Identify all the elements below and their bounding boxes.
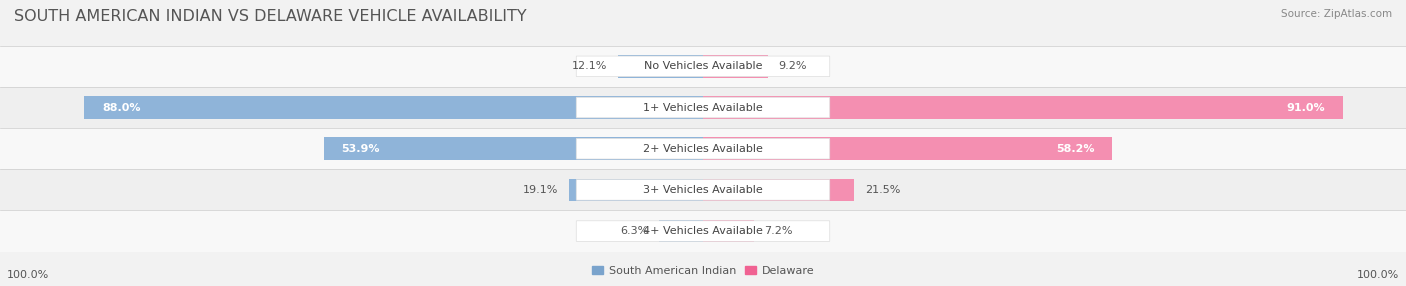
Text: 2+ Vehicles Available: 2+ Vehicles Available <box>643 144 763 154</box>
FancyBboxPatch shape <box>576 221 830 241</box>
Bar <box>703 55 768 78</box>
Bar <box>703 137 1112 160</box>
Text: 91.0%: 91.0% <box>1286 103 1324 112</box>
Bar <box>0 128 1406 169</box>
Text: Source: ZipAtlas.com: Source: ZipAtlas.com <box>1281 9 1392 19</box>
Bar <box>703 178 855 201</box>
Text: 58.2%: 58.2% <box>1056 144 1094 154</box>
Bar <box>0 210 1406 252</box>
Text: 7.2%: 7.2% <box>765 226 793 236</box>
Text: 4+ Vehicles Available: 4+ Vehicles Available <box>643 226 763 236</box>
Bar <box>84 96 703 119</box>
Bar <box>0 169 1406 210</box>
Text: 12.1%: 12.1% <box>572 61 607 71</box>
Bar <box>619 55 703 78</box>
Text: 3+ Vehicles Available: 3+ Vehicles Available <box>643 185 763 195</box>
Bar <box>323 137 703 160</box>
FancyBboxPatch shape <box>576 180 830 200</box>
Legend: South American Indian, Delaware: South American Indian, Delaware <box>588 261 818 281</box>
FancyBboxPatch shape <box>576 56 830 77</box>
Text: 1+ Vehicles Available: 1+ Vehicles Available <box>643 103 763 112</box>
Text: 6.3%: 6.3% <box>620 226 648 236</box>
Text: 21.5%: 21.5% <box>865 185 900 195</box>
Bar <box>0 46 1406 87</box>
Text: 88.0%: 88.0% <box>101 103 141 112</box>
Text: 100.0%: 100.0% <box>7 270 49 279</box>
Bar <box>703 96 1343 119</box>
Bar <box>0 87 1406 128</box>
Text: No Vehicles Available: No Vehicles Available <box>644 61 762 71</box>
Bar <box>568 178 703 201</box>
Text: 100.0%: 100.0% <box>1357 270 1399 279</box>
Bar <box>703 220 754 243</box>
Bar <box>658 220 703 243</box>
FancyBboxPatch shape <box>576 138 830 159</box>
Text: 19.1%: 19.1% <box>523 185 558 195</box>
FancyBboxPatch shape <box>576 97 830 118</box>
Text: 9.2%: 9.2% <box>779 61 807 71</box>
Text: SOUTH AMERICAN INDIAN VS DELAWARE VEHICLE AVAILABILITY: SOUTH AMERICAN INDIAN VS DELAWARE VEHICL… <box>14 9 527 23</box>
Text: 53.9%: 53.9% <box>342 144 380 154</box>
